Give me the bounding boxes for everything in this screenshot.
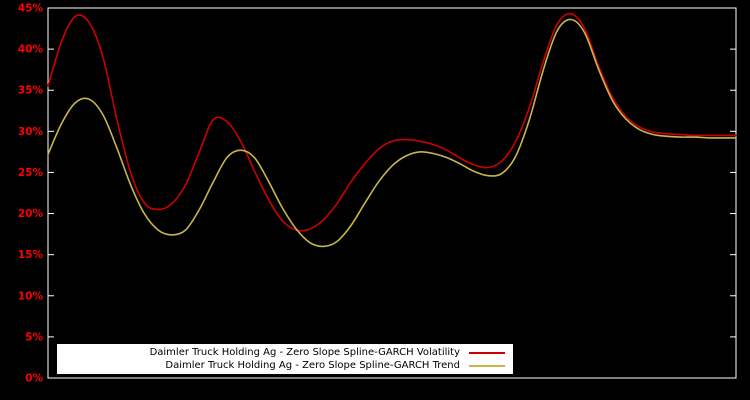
series-line-trend <box>47 18 737 248</box>
legend-label-volatility: Daimler Truck Holding Ag - Zero Slope Sp… <box>149 347 460 358</box>
y-axis-tick-label: 30% <box>18 126 44 138</box>
legend-item: Daimler Truck Holding Ag - Zero Slope Sp… <box>65 359 505 372</box>
y-axis-tick-label: 25% <box>18 167 44 179</box>
legend: Daimler Truck Holding Ag - Zero Slope Sp… <box>57 344 513 374</box>
y-axis-tick-label: 15% <box>18 249 44 261</box>
y-axis-tick-label: 45% <box>18 3 44 15</box>
plot-border <box>47 7 737 379</box>
legend-line-sample-volatility <box>469 351 505 354</box>
y-axis-tick-label: 10% <box>18 290 44 302</box>
y-axis-tick-label: 5% <box>25 331 43 343</box>
series-line-volatility <box>47 12 737 232</box>
legend-line-sample-trend <box>469 364 505 367</box>
y-axis-tick-label: 35% <box>18 85 44 97</box>
y-axis-tick-label: 0% <box>25 373 43 385</box>
legend-item: Daimler Truck Holding Ag - Zero Slope Sp… <box>65 346 505 359</box>
y-axis-tick-label: 40% <box>18 44 44 56</box>
legend-label-trend: Daimler Truck Holding Ag - Zero Slope Sp… <box>165 360 460 371</box>
y-axis-tick-label: 20% <box>18 208 44 220</box>
